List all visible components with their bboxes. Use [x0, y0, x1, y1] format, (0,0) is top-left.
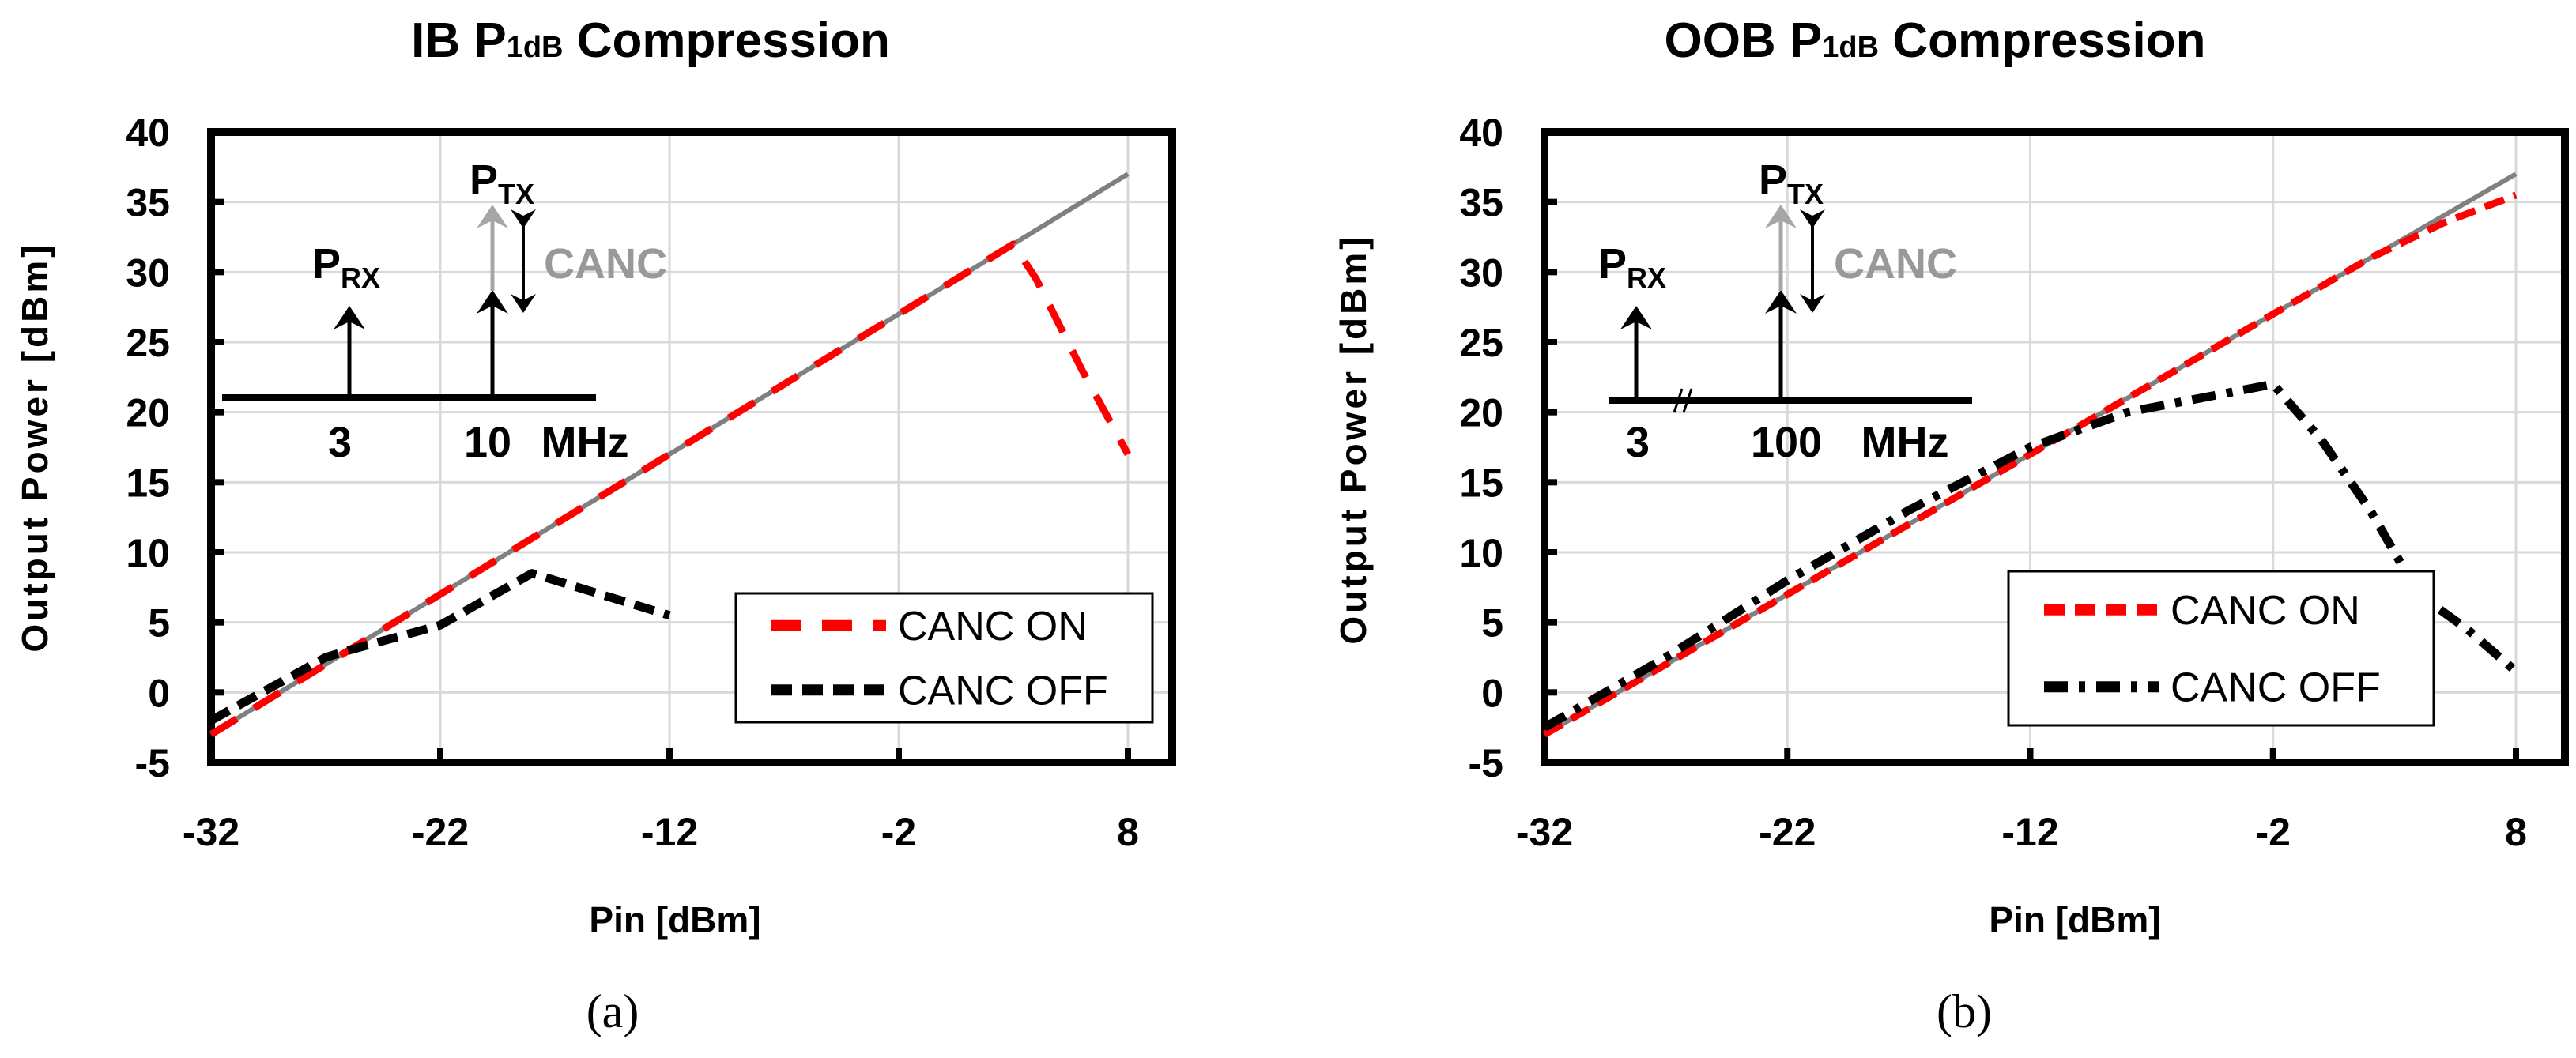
inset-diagram: PRX PTX CANC 3 10 MHz	[222, 156, 667, 466]
panel-caption: (a)	[586, 985, 639, 1037]
inset-diagram: PRX PTX CANC 3 100 MHz	[1598, 156, 1972, 466]
panel-a: IB P1dB Compression Output Power [dBm] P…	[14, 13, 1176, 1037]
x-tick-label: -12	[641, 810, 698, 854]
x-tick-label: -2	[881, 810, 916, 854]
legend-label: CANC OFF	[2171, 665, 2381, 710]
y-tick-label: 5	[1481, 601, 1503, 646]
x-tick-label: 8	[1117, 810, 1139, 854]
canc-label: CANC	[1834, 240, 1957, 288]
freq-label-rx: 3	[328, 419, 352, 466]
y-tick-label: 15	[126, 461, 170, 505]
y-axis-label: Output Power [dBm]	[1333, 234, 1374, 644]
y-tick-label: 35	[1459, 181, 1503, 225]
x-axis-label: Pin [dBm]	[589, 899, 760, 940]
freq-label-tx: 100	[1751, 419, 1822, 466]
x-tick-label: -22	[412, 810, 469, 854]
legend-box	[2007, 570, 2435, 727]
y-tick-label: 40	[126, 111, 170, 155]
prx-label: PRX	[1598, 240, 1666, 294]
x-tick-label: 8	[2505, 810, 2527, 854]
y-tick-label: 25	[1459, 321, 1503, 365]
plot-frame	[1541, 128, 2569, 766]
legend-label: CANC ON	[2171, 588, 2360, 634]
axis-break-icon	[1673, 388, 1693, 413]
canc-label: CANC	[544, 240, 667, 288]
y-tick-label: 5	[148, 601, 170, 646]
plot-frame	[207, 128, 1176, 766]
y-tick-label: -5	[1469, 741, 1503, 785]
y-tick-label: 30	[126, 250, 170, 295]
chart-title: IB P1dB Compression	[411, 13, 890, 68]
y-tick-label: 40	[1459, 111, 1503, 155]
y-tick-label: 15	[1459, 461, 1503, 505]
x-tick-label: -22	[1759, 810, 1816, 854]
y-tick-label: -5	[135, 741, 170, 785]
panel-caption: (b)	[1937, 985, 1992, 1037]
freq-unit: MHz	[541, 419, 629, 466]
chart-title: OOB P1dB Compression	[1664, 13, 2205, 68]
freq-label-rx: 3	[1626, 419, 1650, 466]
ptx-label: PTX	[470, 156, 534, 210]
freq-unit: MHz	[1861, 419, 1949, 466]
ptx-label: PTX	[1759, 156, 1824, 210]
y-tick-label: 10	[1459, 531, 1503, 575]
x-tick-label: -32	[1516, 810, 1573, 854]
legend-label: CANC ON	[898, 604, 1088, 649]
y-tick-label: 20	[1459, 391, 1503, 435]
y-tick-label: 0	[148, 671, 170, 715]
y-tick-label: 25	[126, 321, 170, 365]
series-line-canc-on	[209, 240, 1131, 738]
y-tick-label: 20	[126, 391, 170, 435]
x-tick-label: -12	[2001, 810, 2058, 854]
y-tick-label: 10	[126, 531, 170, 575]
legend-box	[734, 592, 1154, 724]
y-axis-label: Output Power [dBm]	[14, 242, 55, 652]
x-tick-label: -2	[2256, 810, 2291, 854]
prx-label: PRX	[312, 240, 380, 294]
y-tick-label: 30	[1459, 250, 1503, 295]
series-line-canc-on	[1542, 191, 2518, 738]
legend-label: CANC OFF	[898, 668, 1108, 713]
y-tick-label: 35	[126, 181, 170, 225]
panel-b: OOB P1dB Compression Output Power [dBm] …	[1333, 13, 2569, 1037]
x-tick-label: -32	[183, 810, 239, 854]
y-tick-label: 0	[1481, 671, 1503, 715]
x-axis-label: Pin [dBm]	[1989, 899, 2160, 940]
series-line-canc-off	[209, 569, 671, 725]
freq-label-tx: 10	[464, 419, 511, 466]
